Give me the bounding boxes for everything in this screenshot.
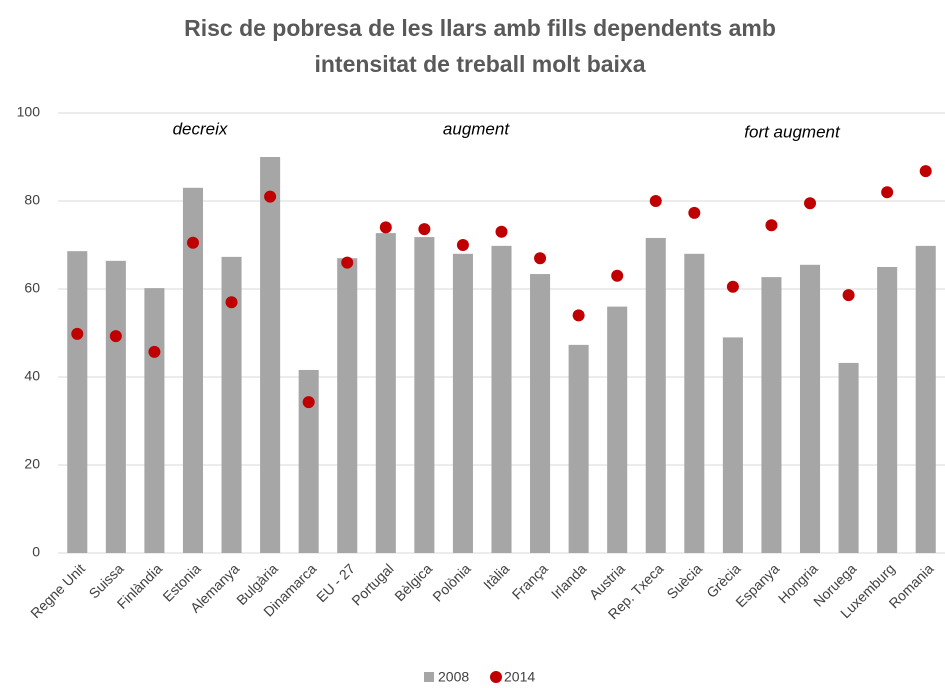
dot [264, 190, 277, 203]
bar [414, 237, 435, 553]
dot [418, 223, 431, 236]
y-tick-label: 20 [24, 456, 40, 472]
dot [572, 309, 585, 322]
bar [877, 267, 898, 553]
bar [568, 344, 589, 553]
dot [688, 206, 701, 219]
y-tick-label: 40 [24, 368, 40, 384]
bar [530, 274, 551, 553]
dot [842, 289, 855, 302]
bar [491, 245, 512, 553]
dot [919, 165, 932, 178]
dot [71, 327, 84, 340]
bar [105, 260, 126, 553]
dot [649, 195, 662, 207]
bar [645, 237, 666, 553]
x-tick-label: Suècia [663, 560, 705, 602]
x-tick-label: Polònia [429, 560, 473, 604]
dot [726, 280, 739, 293]
dot [534, 252, 547, 265]
y-tick-label: 60 [24, 280, 40, 296]
annotation: decreix [173, 119, 228, 138]
bar [182, 187, 204, 554]
bar [761, 277, 782, 553]
bar [722, 337, 743, 553]
bar [298, 369, 319, 553]
dot [302, 396, 315, 409]
x-tick-label: Portugal [348, 560, 396, 608]
bar [337, 258, 358, 553]
bar [838, 362, 859, 553]
dot [109, 330, 122, 343]
dot [456, 239, 469, 251]
y-tick-label: 100 [17, 104, 41, 120]
bar [799, 264, 821, 553]
legend-swatch [424, 672, 434, 682]
x-tick-label: Itàlia [480, 560, 512, 592]
bar [67, 251, 88, 553]
y-tick-label: 0 [32, 544, 40, 560]
x-tick-label: Irlanda [548, 560, 590, 602]
dot [341, 256, 354, 269]
bar [452, 253, 473, 554]
x-tick-label: Espanya [732, 560, 782, 610]
bar [607, 306, 628, 553]
bar [375, 233, 396, 553]
dot [186, 236, 199, 249]
annotation: augment [443, 119, 510, 138]
bar [260, 157, 281, 553]
bar [684, 253, 705, 554]
legend-label: 2014 [504, 669, 535, 685]
chart-title: intensitat de treball molt baixa [314, 51, 645, 77]
bar [221, 256, 242, 553]
dot [804, 197, 817, 210]
x-tick-label: França [509, 560, 551, 602]
bar [915, 245, 936, 553]
x-tick-label: Bèlgica [391, 560, 435, 604]
bar [144, 288, 165, 553]
dot [765, 219, 778, 232]
annotation: fort augment [744, 122, 841, 141]
x-tick-label: Regne Unit [27, 560, 88, 621]
dot [881, 186, 894, 199]
legend-label: 2008 [438, 669, 469, 685]
dot [225, 296, 238, 309]
dot [148, 345, 161, 358]
dot [611, 269, 624, 282]
legend-swatch [490, 671, 502, 683]
dot [379, 221, 392, 234]
y-tick-label: 80 [24, 192, 40, 208]
chart-title: Risc de pobresa de les llars amb fills d… [184, 15, 776, 41]
dot [495, 225, 508, 238]
